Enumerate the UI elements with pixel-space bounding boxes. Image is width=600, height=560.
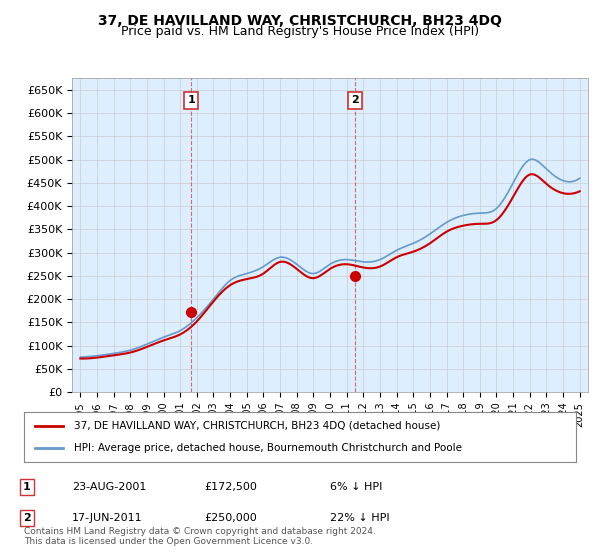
Text: 37, DE HAVILLAND WAY, CHRISTCHURCH, BH23 4DQ (detached house): 37, DE HAVILLAND WAY, CHRISTCHURCH, BH23…: [74, 421, 440, 431]
Text: 6% ↓ HPI: 6% ↓ HPI: [330, 482, 382, 492]
Text: 22% ↓ HPI: 22% ↓ HPI: [330, 513, 389, 523]
Text: 2: 2: [23, 513, 31, 523]
Text: £172,500: £172,500: [204, 482, 257, 492]
Text: Contains HM Land Registry data © Crown copyright and database right 2024.
This d: Contains HM Land Registry data © Crown c…: [24, 526, 376, 546]
Text: 17-JUN-2011: 17-JUN-2011: [72, 513, 143, 523]
Text: 2: 2: [351, 95, 359, 105]
Text: Price paid vs. HM Land Registry's House Price Index (HPI): Price paid vs. HM Land Registry's House …: [121, 25, 479, 38]
Text: HPI: Average price, detached house, Bournemouth Christchurch and Poole: HPI: Average price, detached house, Bour…: [74, 443, 461, 453]
Text: 1: 1: [23, 482, 31, 492]
Text: £250,000: £250,000: [204, 513, 257, 523]
Text: 23-AUG-2001: 23-AUG-2001: [72, 482, 146, 492]
Text: 37, DE HAVILLAND WAY, CHRISTCHURCH, BH23 4DQ: 37, DE HAVILLAND WAY, CHRISTCHURCH, BH23…: [98, 14, 502, 28]
Text: 1: 1: [187, 95, 195, 105]
